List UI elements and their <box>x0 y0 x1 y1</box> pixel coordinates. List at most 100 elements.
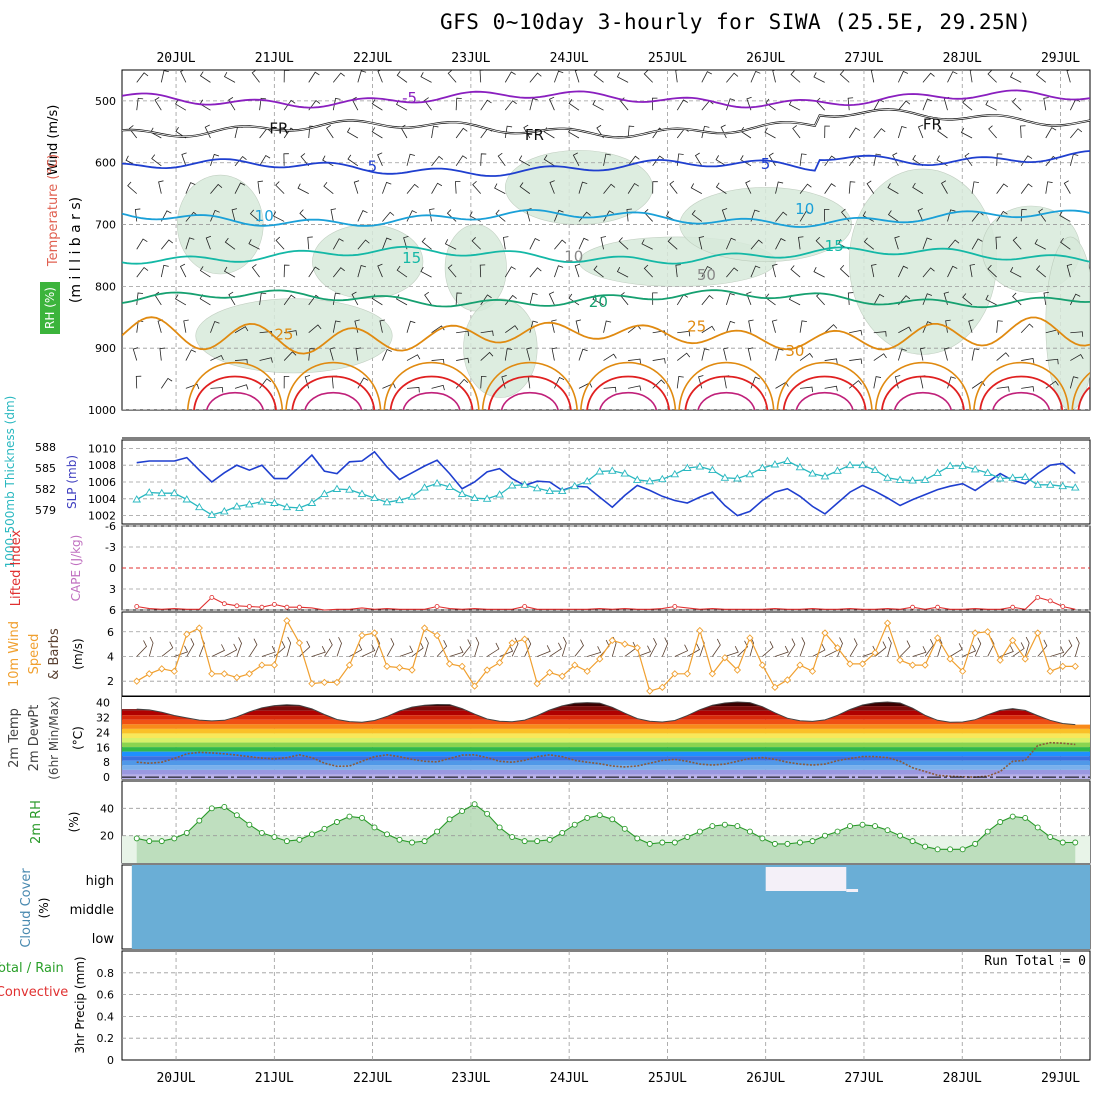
surface-wind-barb <box>712 638 721 657</box>
thickness-point <box>808 469 817 477</box>
rh-point <box>208 805 215 812</box>
rh-point <box>421 838 428 845</box>
lifted-tick-label: 6 <box>109 604 116 617</box>
wind-barb <box>652 358 666 364</box>
bottom-day-label: 24JUL <box>550 1071 589 1086</box>
rh-point <box>709 823 716 830</box>
thickness-point <box>307 498 317 506</box>
pressure-tick-label: 500 <box>95 95 116 108</box>
wind-barb <box>357 265 367 278</box>
rh-shading <box>195 298 393 374</box>
lifted-point <box>134 604 140 609</box>
wind-barb <box>593 70 604 83</box>
chart-title: GFS 0~10day 3-hourly for SIWA (25.5E, 29… <box>440 10 1032 34</box>
wind-barb <box>175 99 187 111</box>
rh-point <box>534 838 541 845</box>
rh-point <box>671 839 678 846</box>
wind-barb <box>160 264 169 278</box>
wind-barb <box>454 180 461 194</box>
surface-wind-barb <box>386 638 395 657</box>
wind-barb <box>549 180 555 194</box>
wind-barb <box>396 265 408 278</box>
wind-barb <box>898 265 909 278</box>
rh-point <box>684 834 691 840</box>
wind-barb <box>382 211 395 222</box>
rh-point <box>809 838 816 845</box>
wind-barb <box>179 263 187 278</box>
wind-speed-point <box>808 667 817 675</box>
wind-barb <box>323 182 334 194</box>
wind-barb <box>962 98 973 111</box>
rh-point <box>334 819 340 825</box>
wind-speed-point <box>345 661 354 669</box>
wind-barb <box>299 209 309 222</box>
wind-barb <box>455 97 462 111</box>
wind-barb <box>403 235 409 250</box>
wind-speed-point <box>883 619 892 627</box>
wind-barb <box>249 209 260 222</box>
temp-contour-black <box>122 108 1090 139</box>
rh-point <box>659 839 666 846</box>
precip-tick-label: 0.6 <box>97 989 115 1002</box>
wind-barb <box>643 70 653 83</box>
wind-barb <box>1043 97 1049 111</box>
wind-barb <box>529 237 540 250</box>
wind-barb <box>1020 183 1033 194</box>
thickness-point <box>507 481 517 489</box>
wind-speed-point <box>633 644 641 652</box>
wind-speed-point <box>846 660 854 668</box>
thickness-point <box>270 498 279 506</box>
wind-barb <box>1059 211 1071 222</box>
wind-barb <box>643 208 653 222</box>
wind-barb <box>815 97 825 111</box>
surface-wind-barb <box>249 638 258 657</box>
top-day-label: 23JUL <box>451 51 490 66</box>
rh-point <box>384 831 390 838</box>
wind-barb <box>568 99 580 111</box>
rh-point <box>1072 839 1079 846</box>
wind-barb <box>548 291 555 306</box>
rh-point <box>546 836 553 843</box>
thickness-tick-label: 585 <box>35 462 56 475</box>
thickness-point <box>733 474 742 482</box>
wind-speed-point <box>445 660 454 668</box>
wind-speed-point <box>1059 662 1067 670</box>
contour-label: 25 <box>274 326 293 344</box>
wind-barb <box>355 347 361 361</box>
wind-barb <box>616 266 629 278</box>
wind-barb <box>456 357 470 364</box>
wind-barb <box>377 70 383 83</box>
rh-point <box>859 821 866 828</box>
wind-barb <box>873 376 882 389</box>
wind-barb <box>873 353 887 361</box>
wind-barb <box>283 294 296 306</box>
surface-wind-barb <box>211 644 225 657</box>
rh-point <box>721 821 728 828</box>
wind-barb <box>228 291 236 306</box>
wind-barb <box>677 352 691 361</box>
ylabel-thickness: 1000-500mb Thickness (dm) <box>3 396 17 569</box>
wind-speed-point <box>433 631 441 640</box>
rh-point <box>409 839 415 846</box>
wind-speed-point <box>383 662 391 670</box>
wind-barb <box>603 210 614 222</box>
wind-barb <box>620 292 629 306</box>
temp-color-band <box>122 769 1090 775</box>
wind-barb <box>922 72 935 83</box>
surface-wind-barb <box>799 637 806 657</box>
wind-barb <box>1045 127 1057 139</box>
wind-barb <box>996 210 1008 222</box>
wind-barb <box>1060 237 1071 250</box>
contour-label: 10 <box>795 200 814 218</box>
rh-point <box>922 843 929 850</box>
wind-barb <box>593 265 604 278</box>
wind-barb <box>479 264 486 278</box>
wind-speed-point <box>621 640 629 648</box>
thickness-point <box>833 466 842 474</box>
wind-barb <box>551 319 557 333</box>
wind-barb <box>765 293 776 306</box>
wind-barb <box>257 180 263 194</box>
contour-label: 10 <box>255 207 274 225</box>
temp-contour-hot-loop <box>193 375 277 410</box>
